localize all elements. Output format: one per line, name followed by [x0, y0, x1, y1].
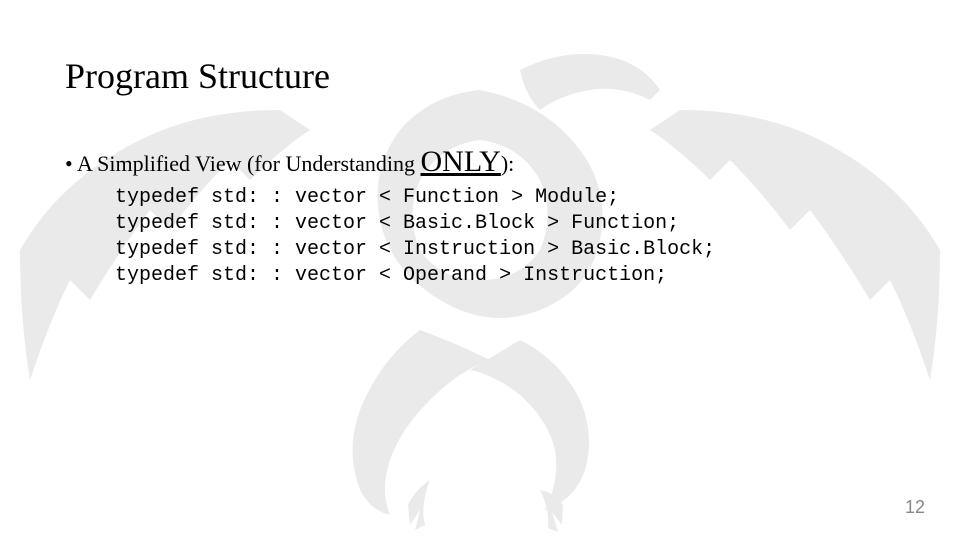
bullet-emphasis: ONLY: [421, 145, 501, 178]
page-number: 12: [905, 497, 925, 518]
code-line: typedef std: : vector < Operand > Instru…: [115, 264, 667, 287]
code-line: typedef std: : vector < Function > Modul…: [115, 186, 619, 209]
slide-title: Program Structure: [65, 55, 895, 97]
bullet-line: • A Simplified View (for Understanding O…: [65, 145, 895, 179]
code-line: typedef std: : vector < Basic.Block > Fu…: [115, 212, 679, 235]
bullet-text-prefix: • A Simplified View (for Understanding: [65, 151, 421, 176]
bullet-text-suffix: ):: [501, 151, 514, 176]
slide-content: Program Structure • A Simplified View (f…: [0, 0, 960, 289]
code-line: typedef std: : vector < Instruction > Ba…: [115, 238, 715, 261]
code-block: typedef std: : vector < Function > Modul…: [65, 185, 895, 289]
